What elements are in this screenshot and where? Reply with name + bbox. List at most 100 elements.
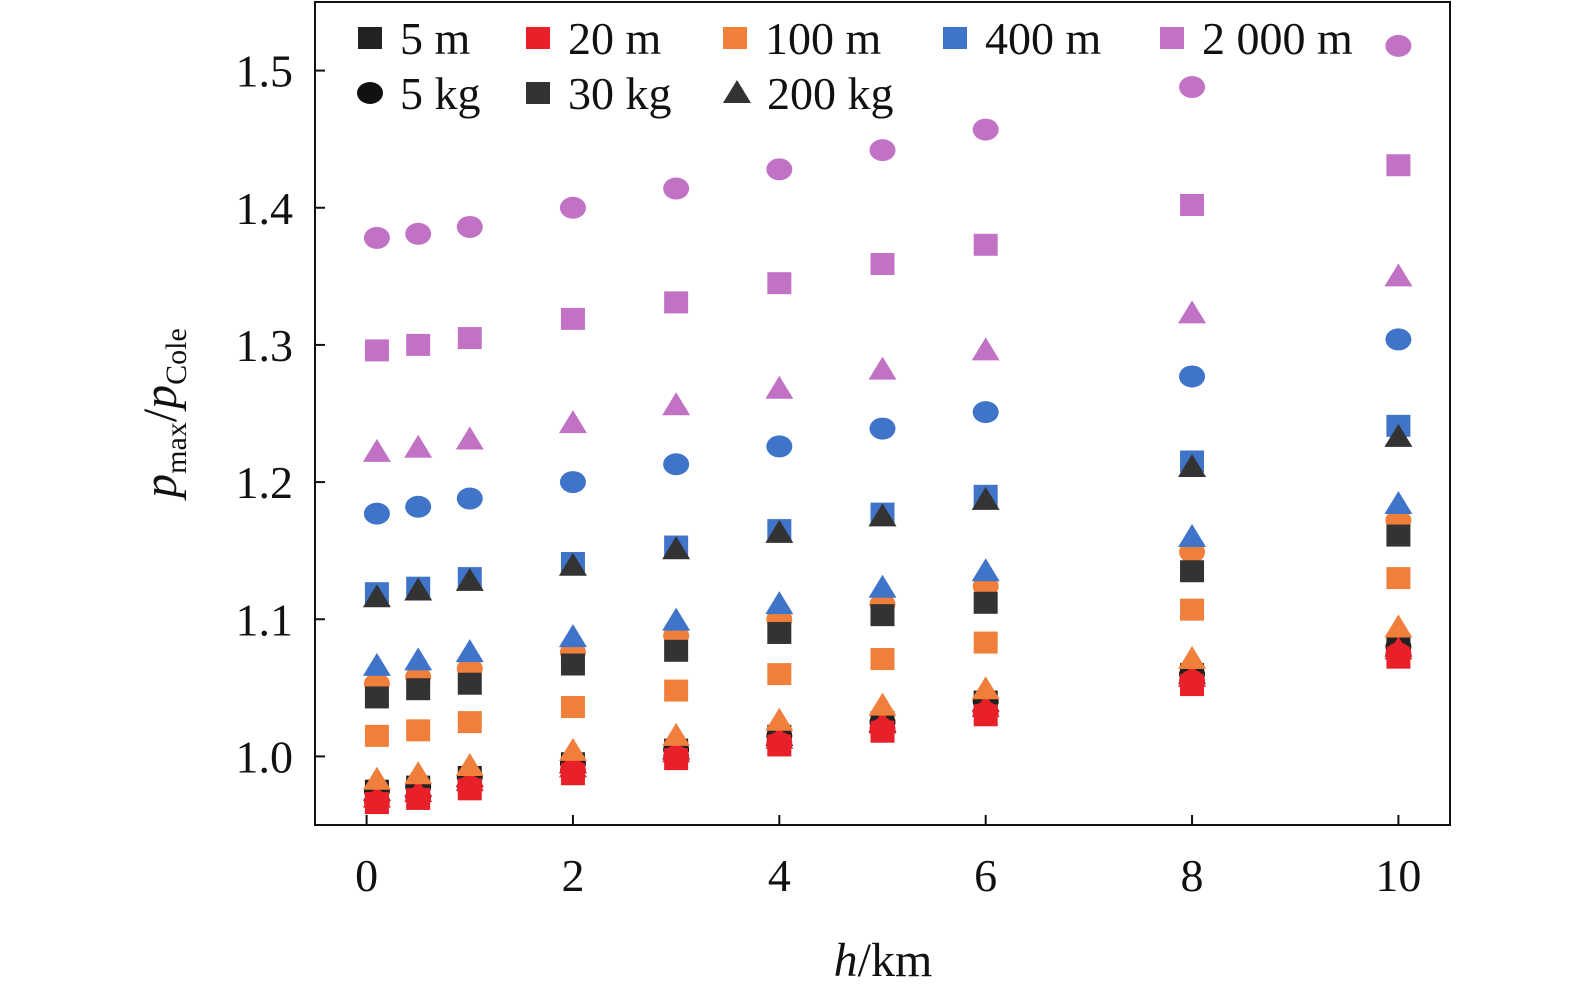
data-point <box>1178 646 1207 670</box>
data-point <box>455 426 484 450</box>
data-point <box>869 139 896 162</box>
data-point <box>767 621 792 644</box>
legend-label: 5 kg <box>400 68 481 119</box>
data-point <box>1179 365 1206 388</box>
data-point <box>362 784 391 808</box>
data-point <box>1180 560 1205 583</box>
data-point <box>362 766 391 790</box>
data-point <box>558 737 587 761</box>
data-point <box>559 471 586 494</box>
axis-ticks: 0 2 4 6 8 10 1.0 1.1 1.2 1.3 1.4 1.5 <box>236 46 1422 901</box>
y-tick-label: 1.4 <box>236 183 294 234</box>
data-point <box>1386 154 1411 177</box>
data-point <box>662 722 691 746</box>
data-point <box>1384 491 1413 515</box>
data-point <box>1384 263 1413 287</box>
data-point <box>455 753 484 777</box>
data-point <box>765 591 794 615</box>
legend-marker <box>723 80 751 103</box>
data-point <box>405 495 432 518</box>
data-point <box>664 291 689 314</box>
data-point <box>560 653 585 676</box>
data-point <box>456 215 483 238</box>
data-point <box>362 438 391 462</box>
data-point <box>870 648 895 671</box>
data-point <box>765 725 794 749</box>
data-point <box>868 574 897 598</box>
legend-label: 400 m <box>985 13 1102 64</box>
data-point <box>558 754 587 778</box>
x-tick-label: 4 <box>768 850 791 901</box>
data-point <box>868 710 897 734</box>
data-point <box>662 607 691 631</box>
data-point <box>1178 523 1207 547</box>
y-tick-label: 1.5 <box>236 46 294 97</box>
data-point <box>767 272 792 295</box>
data-point <box>1386 567 1411 590</box>
data-point <box>1384 614 1413 638</box>
data-point <box>406 333 431 356</box>
data-point <box>972 118 999 141</box>
data-point <box>455 567 484 591</box>
data-point <box>455 768 484 792</box>
data-point <box>558 410 587 434</box>
data-point <box>404 434 433 458</box>
data-point <box>973 631 998 654</box>
data-point <box>870 252 895 275</box>
data-point <box>663 177 690 200</box>
data-point <box>662 739 691 763</box>
data-point <box>664 679 689 702</box>
data-point <box>662 536 691 560</box>
data-point <box>1385 328 1412 351</box>
data-point <box>362 584 391 608</box>
data-point <box>363 502 390 525</box>
data-point <box>1179 76 1206 99</box>
data-point <box>560 696 585 719</box>
legend-label: 200 kg <box>767 68 894 119</box>
data-point <box>404 761 433 785</box>
data-point <box>1386 524 1411 547</box>
data-point <box>971 486 1000 510</box>
data-point <box>1384 636 1413 660</box>
data-point <box>1384 423 1413 447</box>
legend-marker <box>723 27 747 49</box>
data-point <box>362 652 391 676</box>
data-point <box>972 401 999 424</box>
y-axis-title: pmax/pCole <box>134 328 193 501</box>
data-point <box>558 624 587 648</box>
legend-marker <box>526 82 550 104</box>
data-point <box>364 724 389 747</box>
data-point <box>457 711 482 734</box>
legend-marker <box>1160 27 1184 49</box>
data-point <box>766 435 793 458</box>
data-point <box>973 233 998 256</box>
legend-marker <box>526 27 550 49</box>
data-point <box>1385 34 1412 57</box>
x-tick-label: 0 <box>355 850 378 901</box>
data-point <box>1178 663 1207 687</box>
data-point <box>1180 598 1205 621</box>
data-point <box>664 639 689 662</box>
data-point <box>457 327 482 350</box>
legend-label: 100 m <box>765 13 882 64</box>
data-point <box>404 779 433 803</box>
x-tick-label: 8 <box>1181 850 1204 901</box>
data-points <box>362 34 1413 815</box>
legend-marker <box>358 27 382 49</box>
data-point <box>1178 453 1207 477</box>
data-point <box>559 196 586 219</box>
data-point <box>364 686 389 709</box>
data-point <box>765 519 794 543</box>
data-point <box>455 639 484 663</box>
data-point <box>765 707 794 731</box>
legend-label: 2 000 m <box>1202 13 1353 64</box>
data-point <box>869 417 896 440</box>
legend: 5 m 20 m 100 m 400 m 2 000 m 5 kg 30 kg 200 kg <box>357 13 1353 119</box>
data-point <box>973 591 998 614</box>
data-point <box>404 577 433 601</box>
x-tick-label: 2 <box>561 850 584 901</box>
legend-marker <box>943 27 967 49</box>
data-point <box>558 552 587 576</box>
data-point <box>364 339 389 362</box>
